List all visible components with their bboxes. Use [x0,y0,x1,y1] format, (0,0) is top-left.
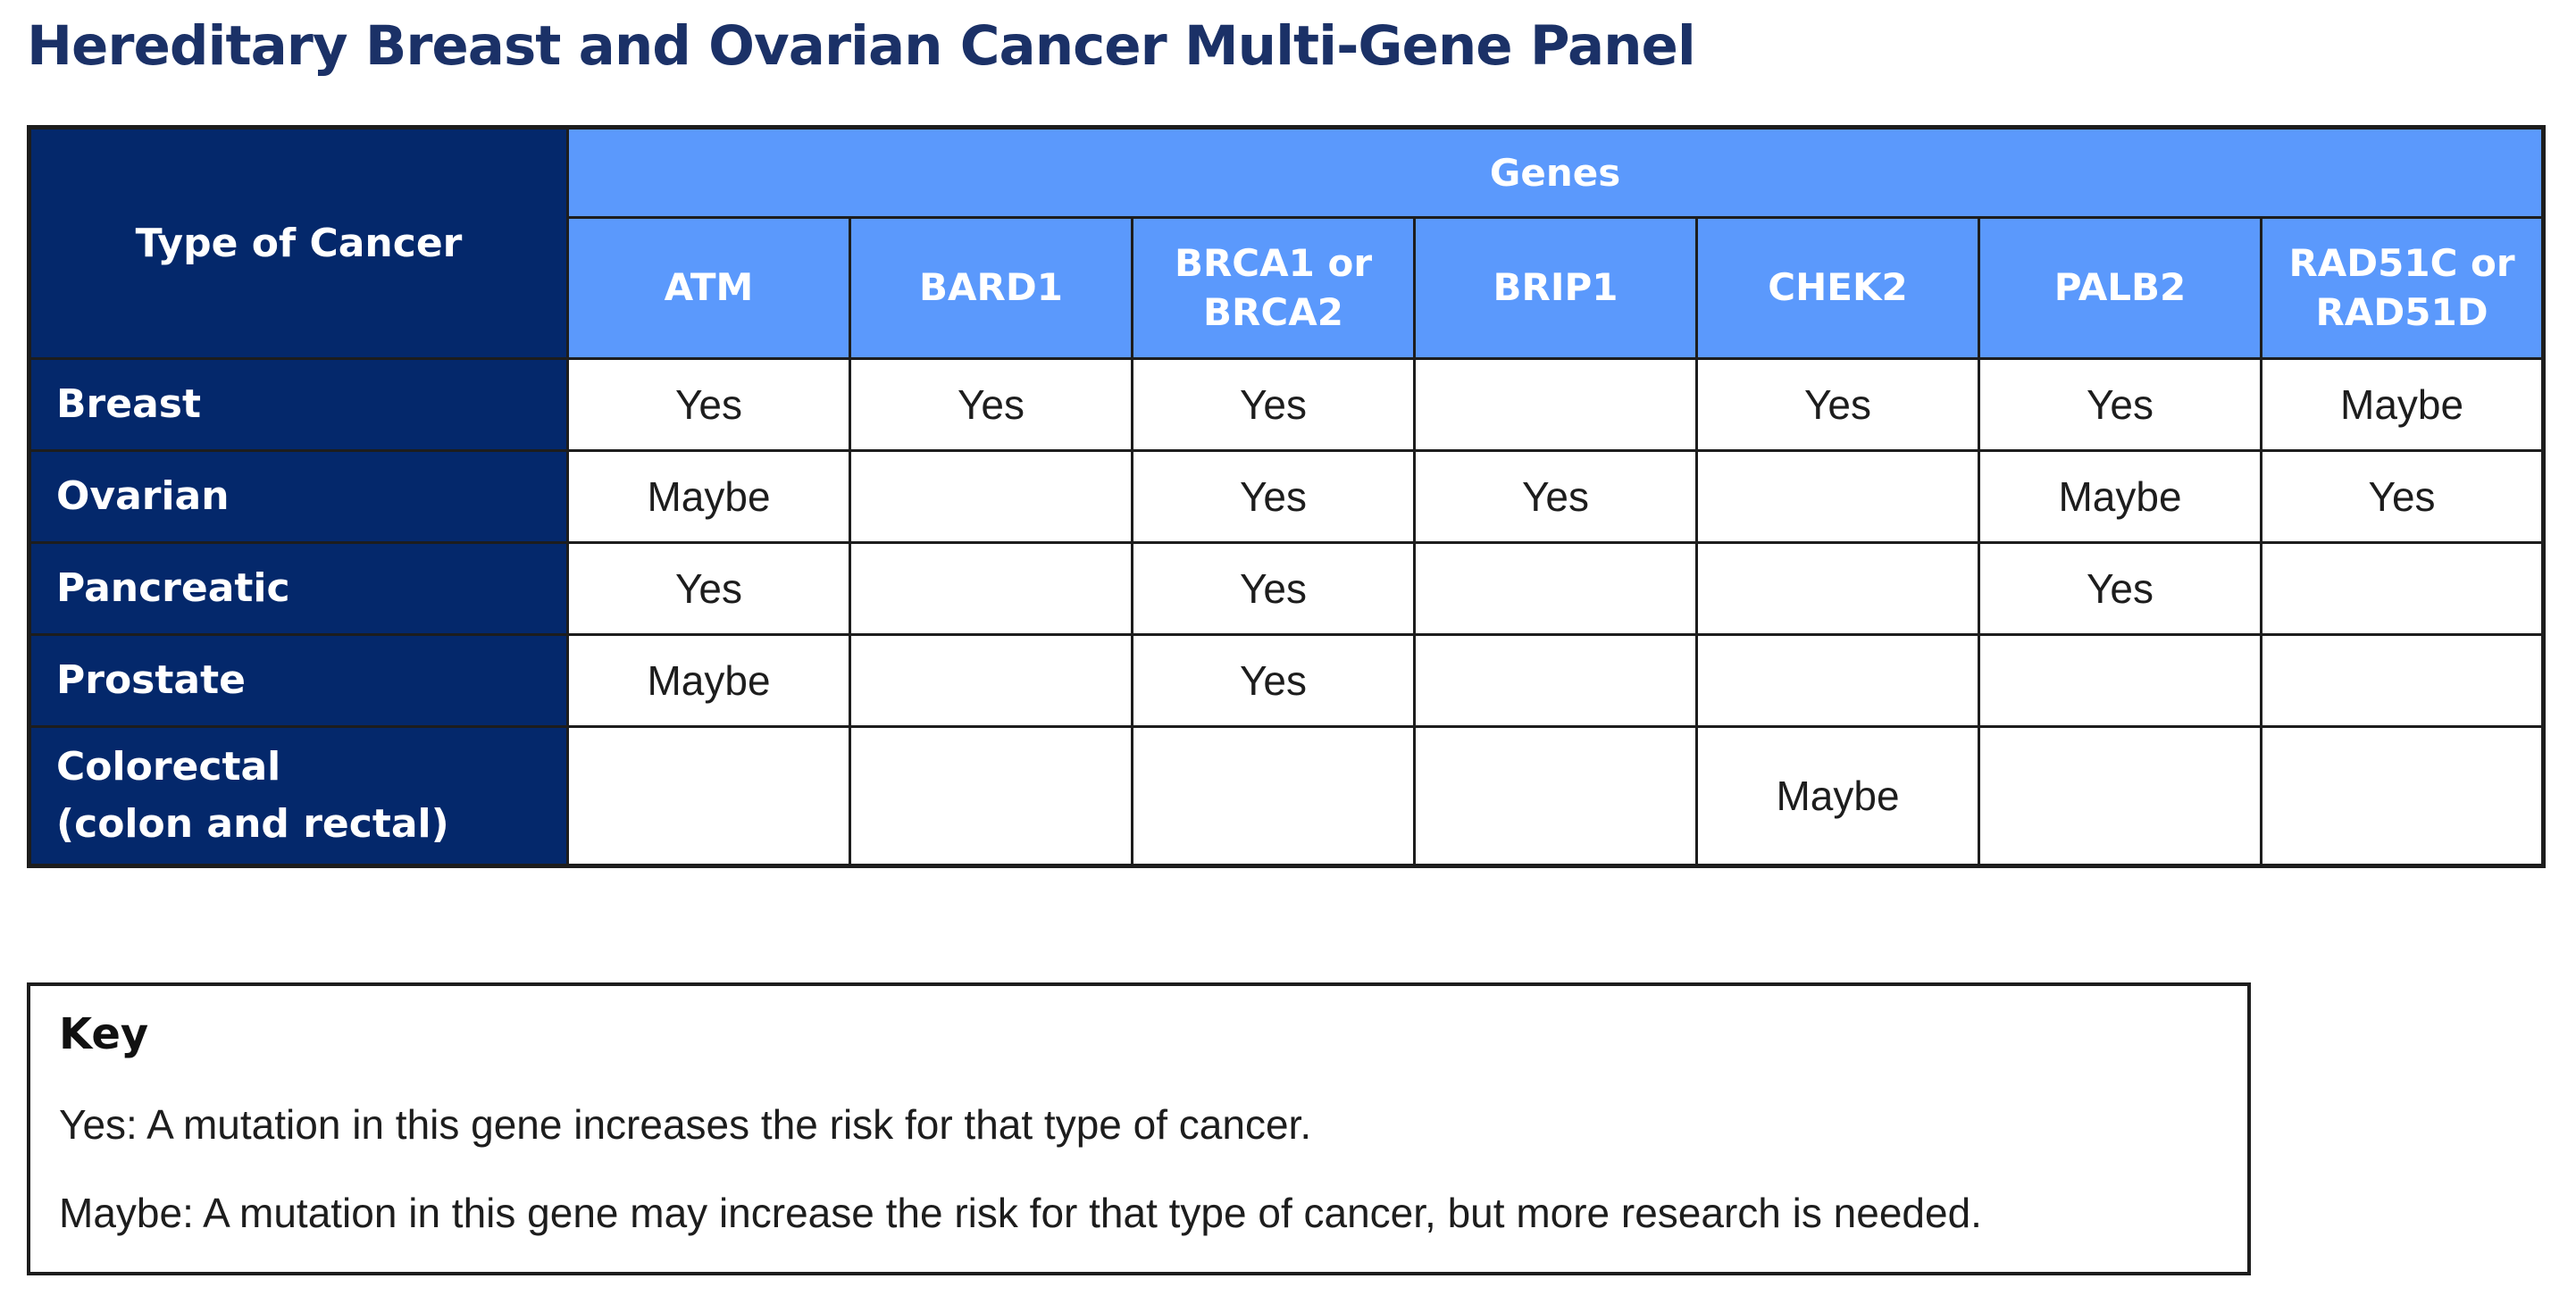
table-cell [1131,725,1416,868]
gene-name-header-row: ATM BARD1 BRCA1 or BRCA2 BRIP1 CHEK2 PAL… [29,216,2546,361]
row-label-line2: (colon and rectal) [56,801,449,848]
page-title: Hereditary Breast and Ovarian Cancer Mul… [27,14,1696,78]
table-cell [1695,541,1980,637]
table-cell [1413,725,1698,868]
table-cell: Yes [849,357,1133,453]
table-cell: Maybe [566,633,851,729]
gene-column-header-chek2: CHEK2 [1695,216,1980,361]
table-cell: Yes [1131,449,1416,545]
table-cell: Yes [1413,449,1698,545]
table-cell [1978,633,2262,729]
table-cell: Maybe [1978,449,2262,545]
table-row-colorectal: Colorectal (colon and rectal) Maybe [28,725,2546,868]
table-cell: Yes [1131,633,1416,729]
row-label-ovarian: Ovarian [28,449,569,545]
genes-group-header: Genes [565,126,2546,220]
key-box: Key Yes: A mutation in this gene increas… [27,982,2251,1276]
row-label-colorectal: Colorectal (colon and rectal) [28,725,569,868]
table-cell [849,633,1133,729]
gene-column-header-palb2: PALB2 [1978,216,2262,361]
gene-column-header-brip1: BRIP1 [1413,216,1698,361]
genes-group-row: Type of Cancer Genes [28,126,2546,361]
table-cell [849,449,1133,545]
row-label-prostate: Prostate [28,633,569,729]
table-cell [1413,541,1698,637]
table-cell [1978,725,2262,868]
table-cell [849,541,1133,637]
table-cell: Yes [1131,357,1416,453]
table-cell [1695,633,1980,729]
page: Hereditary Breast and Ovarian Cancer Mul… [27,14,2547,1276]
table-row-prostate: Prostate Maybe Yes [28,633,2546,729]
table-cell: Yes [1131,541,1416,637]
table-cell [2259,541,2546,637]
table-cell: Maybe [1695,725,1980,868]
row-label-line1: Colorectal [56,744,281,790]
table-row-pancreatic: Pancreatic Yes Yes Yes [28,541,2546,637]
row-label-breast: Breast [28,357,569,453]
table-row-ovarian: Ovarian Maybe Yes Yes Maybe Yes [28,449,2546,545]
table-cell: Yes [1978,541,2262,637]
key-line-maybe: Maybe: A mutation in this gene may incre… [59,1190,1982,1237]
table-row-breast: Breast Yes Yes Yes Yes Yes Maybe [28,357,2546,453]
table-cell: Yes [566,357,851,453]
table-cell [1695,449,1980,545]
corner-header-type-of-cancer: Type of Cancer [28,126,569,361]
table-cell: Yes [2259,449,2546,545]
table-cell: Yes [566,541,851,637]
row-label-pancreatic: Pancreatic [28,541,569,637]
table-cell [1413,633,1698,729]
table-cell [849,725,1133,868]
gene-column-header-bard1: BARD1 [849,216,1133,361]
table-cell [1413,357,1698,453]
gene-column-header-rad51: RAD51C or RAD51D [2259,216,2546,361]
table-cell: Yes [1695,357,1980,453]
table-cell: Maybe [2259,357,2546,453]
key-title: Key [59,1009,149,1060]
table-cell [2259,725,2546,868]
gene-column-header-brca: BRCA1 or BRCA2 [1131,216,1416,361]
table-cell [2259,633,2546,729]
table-cell: Yes [1978,357,2262,453]
table-cell: Maybe [566,449,851,545]
table-cell [566,725,851,868]
gene-panel-table: Type of Cancer Genes ATM BARD1 BRCA1 or … [27,125,2547,869]
gene-column-header-atm: ATM [566,216,851,361]
key-line-yes: Yes: A mutation in this gene increases t… [59,1100,1312,1148]
